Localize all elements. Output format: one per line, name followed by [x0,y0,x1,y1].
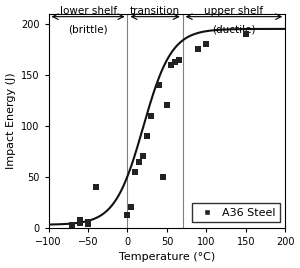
Text: (brittle): (brittle) [68,25,108,35]
Point [78,221,82,225]
Point [141,154,146,159]
Point [172,59,177,64]
Point [133,170,138,174]
Text: lower shelf: lower shelf [59,6,117,16]
Point [243,32,248,36]
Point [94,185,98,189]
Point [164,103,169,107]
Point [70,223,75,227]
Point [160,175,165,179]
Y-axis label: Impact Energy (J): Impact Energy (J) [6,72,16,169]
Point [86,219,91,224]
Text: transition: transition [130,6,180,16]
Point [145,134,150,138]
Point [169,62,173,67]
Legend: A36 Steel: A36 Steel [192,203,280,222]
Point [86,222,91,226]
Point [157,83,161,87]
X-axis label: Temperature (°C): Temperature (°C) [119,252,215,262]
Point [196,47,201,51]
Point [149,113,154,118]
Point [129,205,134,210]
Text: upper shelf: upper shelf [204,6,263,16]
Point [176,57,181,62]
Point [204,42,209,46]
Text: (ductile): (ductile) [212,25,256,35]
Point [125,213,130,217]
Point [137,159,142,164]
Point [78,218,82,222]
